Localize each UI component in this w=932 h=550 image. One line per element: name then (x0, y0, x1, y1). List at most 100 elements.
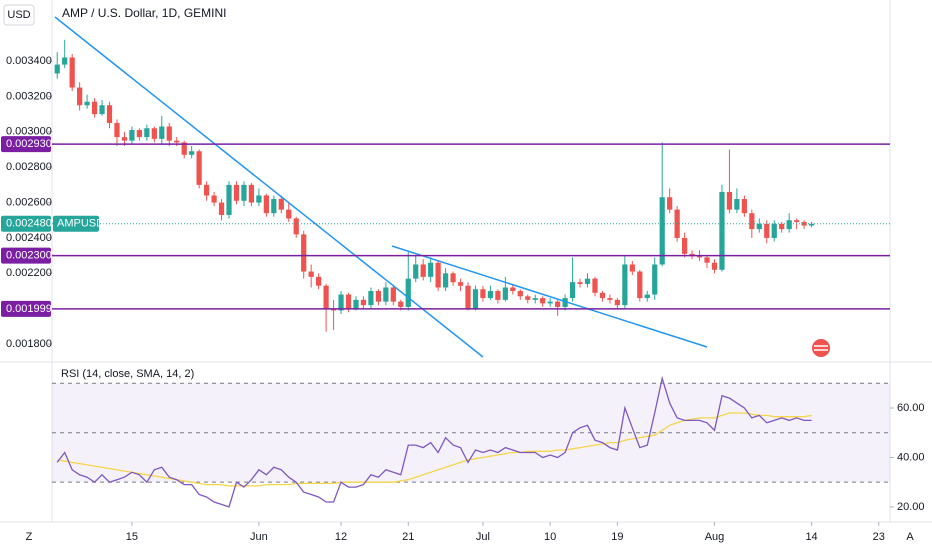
candle-body (652, 264, 658, 295)
candle-body (614, 299, 621, 306)
candle-body (457, 282, 464, 286)
candle-body (233, 184, 240, 201)
candle-body (390, 287, 396, 302)
candle-body (293, 218, 299, 235)
candle-body (517, 291, 523, 297)
candle-body (719, 191, 725, 270)
level-label: 0.002300 (6, 250, 52, 262)
candle-body (360, 299, 367, 306)
candle-body (704, 257, 710, 263)
candle-body (428, 262, 434, 277)
x-tick-label: 12 (335, 531, 347, 543)
candle-body (726, 191, 733, 210)
scale-button[interactable]: A (906, 531, 914, 543)
candle-body (622, 264, 628, 306)
candle-body (69, 57, 75, 88)
candle-body (54, 64, 60, 74)
candle-body (62, 57, 68, 65)
candle-body (480, 289, 486, 299)
last-price-box (1, 215, 51, 232)
candle-body (129, 130, 135, 141)
currency-button[interactable] (3, 4, 35, 26)
chart-title: AMP / U.S. Dollar, 1D, GEMINI (62, 6, 226, 20)
level-label: 0.002930 (6, 138, 52, 150)
candle-body (203, 184, 210, 196)
candle-body (442, 273, 449, 288)
y-tick-label: 20.00 (897, 501, 925, 513)
candle-body (629, 264, 635, 272)
candle-body (398, 301, 404, 307)
y-tick-label: 0.001800 (6, 338, 52, 350)
candle-body (174, 140, 180, 143)
y-tick-label: 0.002200 (6, 267, 52, 279)
candle-body (644, 294, 650, 299)
candle-body (599, 292, 606, 299)
candle-body (532, 298, 538, 300)
candle-body (741, 199, 747, 214)
candle-body (764, 223, 770, 238)
candle-body (286, 209, 292, 219)
zoom-button[interactable]: Z (26, 531, 33, 543)
candle-body (540, 298, 546, 304)
y-tick-label: 0.003200 (6, 90, 52, 102)
x-tick-label: 21 (402, 531, 414, 543)
candle-body (637, 271, 643, 299)
candle-body (84, 101, 90, 106)
x-tick-label: Aug (705, 531, 725, 543)
candle-body (696, 255, 703, 258)
candle-body (413, 264, 419, 279)
level-label: 0.001999 (6, 303, 52, 315)
candle-body (323, 285, 329, 309)
candle-body (525, 296, 531, 300)
candle-body (301, 234, 307, 272)
level-label-box (1, 136, 51, 153)
candle-body (405, 278, 411, 307)
y-tick-label: 0.003400 (6, 55, 52, 67)
candle-body (151, 128, 157, 139)
candle-body (375, 291, 382, 302)
candle-body (196, 151, 202, 185)
candle-body (77, 87, 83, 106)
candle-body (779, 223, 785, 230)
candle-body (465, 285, 471, 309)
trendline (54, 16, 484, 358)
candle-body (592, 278, 598, 293)
last-price-label: 0.002480 (6, 218, 52, 230)
candle-body (383, 287, 389, 302)
y-tick-label: 40.00 (897, 451, 925, 463)
candle-body (711, 262, 718, 270)
candle-body (749, 213, 755, 230)
candle-body (241, 184, 247, 201)
candle-body (106, 105, 113, 123)
level-label-box (1, 247, 51, 264)
candle-body (345, 294, 352, 309)
candle-body (756, 223, 762, 230)
candle-body (674, 209, 680, 238)
symbol-box (53, 215, 99, 232)
x-tick-label: 19 (611, 531, 623, 543)
flag-icon (812, 339, 830, 357)
candle-body (144, 128, 150, 138)
candle-body (681, 237, 688, 254)
candle-body (166, 126, 172, 141)
candle-body (584, 278, 591, 284)
candle-body (562, 298, 568, 307)
y-tick-label: 60.00 (897, 402, 925, 414)
candle-body (271, 199, 277, 214)
x-tick-label: Jul (476, 531, 490, 543)
candle-body (667, 197, 673, 210)
flag-circle (812, 339, 830, 357)
candle-body (211, 195, 217, 203)
candle-body (91, 101, 98, 115)
candle-body (472, 289, 479, 309)
trendline (391, 245, 708, 348)
candle-body (808, 223, 815, 226)
candle-body (794, 220, 800, 223)
candle-body (487, 291, 494, 299)
candle-body (114, 122, 120, 138)
candle-body (786, 220, 792, 230)
candle-body (420, 264, 426, 277)
candle-body (502, 287, 508, 300)
x-tick-label: 15 (126, 531, 138, 543)
